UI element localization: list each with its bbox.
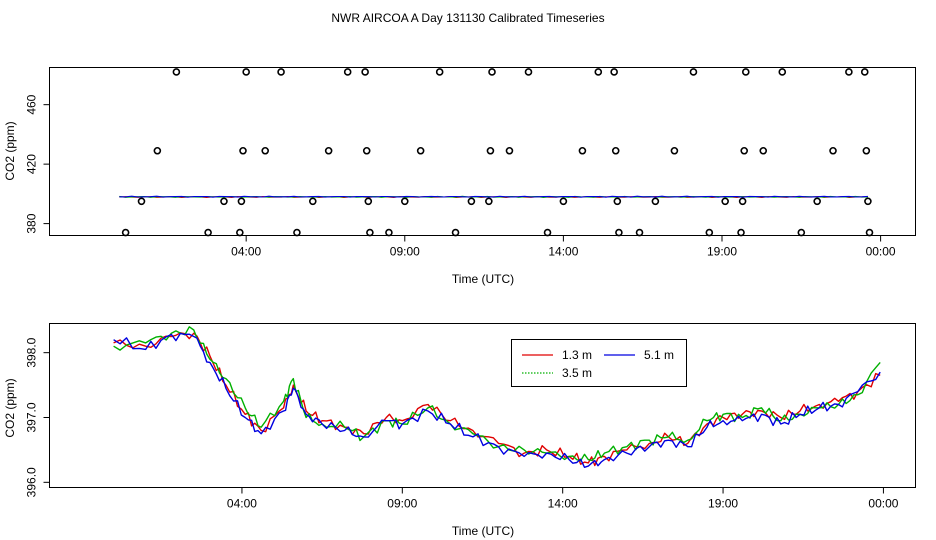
top-scatter-point-22 — [416, 146, 425, 155]
legend-label-1-3m: 1.3 m — [562, 348, 592, 362]
top-scatter-point-54 — [845, 68, 853, 76]
top-scatter-point-42 — [689, 68, 698, 76]
top-scatter-point-11 — [277, 68, 285, 76]
top-ytick-label-2: 460 — [25, 94, 39, 114]
top-scatter-point-35 — [610, 68, 618, 76]
bottom-xtick-label-3: 19:00 — [708, 497, 738, 511]
top-scatter-point-45 — [737, 228, 745, 237]
top-scatter-point-37 — [613, 197, 622, 206]
top-scatter-point-31 — [543, 228, 552, 237]
top-scatter-point-29 — [505, 146, 514, 155]
top-scatter-point-4 — [204, 228, 212, 237]
top-scatter-point-46 — [738, 197, 747, 206]
top-scatter-point-55 — [860, 68, 869, 76]
top-scatter-point-27 — [486, 146, 495, 155]
top-xtick-label-3: 19:00 — [707, 245, 737, 259]
top-panel: 04:00 09:00 14:00 19:00 00:00 380 420 460 Time … — [3, 67, 916, 286]
top-scatter-point-23 — [435, 68, 444, 76]
top-scatter-point-6 — [236, 228, 244, 237]
bottom-plot-frame — [49, 323, 916, 488]
top-scatter-point-19 — [366, 228, 374, 237]
top-scatter-point-20 — [385, 228, 393, 237]
top-scatter-point-2 — [153, 146, 162, 155]
bottom-series-line-13m — [113, 332, 881, 467]
top-scatter-point-0 — [121, 228, 130, 237]
top-scatter-point-16 — [361, 68, 369, 76]
top-scatter-point-36 — [611, 146, 620, 155]
top-scatter-point-51 — [797, 228, 806, 237]
bottom-ytick-label-1: 397.0 — [25, 402, 39, 432]
bottom-axis-ticks: 04:00 09:00 14:00 19:00 00:00 396.0 397.0 398.0 — [25, 337, 899, 510]
bottom-xtick-label-2: 14:00 — [548, 497, 578, 511]
top-scatter-point-5 — [220, 197, 228, 206]
top-scatter-point-30 — [524, 68, 533, 76]
top-scatter-point-47 — [740, 146, 749, 155]
top-scatter-point-9 — [242, 68, 250, 76]
top-scatter-point-14 — [324, 146, 333, 155]
bottom-series-lines — [113, 326, 881, 468]
top-scatter-point-12 — [293, 228, 301, 237]
top-scatter-point-44 — [721, 197, 729, 206]
top-scatter-point-52 — [813, 197, 821, 206]
top-scatter-point-15 — [343, 68, 352, 76]
top-xtick-label-1: 09:00 — [390, 245, 420, 259]
bottom-xtick-label-4: 00:00 — [868, 497, 898, 511]
top-scatter-point-39 — [635, 228, 644, 237]
top-xtick-label-2: 14:00 — [548, 245, 578, 259]
top-scatter-point-25 — [467, 197, 476, 206]
bottom-series-line-51m — [113, 332, 881, 468]
bottom-xtick-label-0: 04:00 — [227, 497, 257, 511]
bottom-y-axis-label: CO2 (ppm) — [3, 378, 17, 437]
bottom-xtick-label-1: 09:00 — [387, 497, 417, 511]
top-scatter-point-49 — [759, 146, 768, 155]
top-scatter-point-18 — [364, 197, 373, 206]
chart-title: NWR AIRCOA A Day 131130 Calibrated Times… — [331, 11, 604, 25]
bottom-ytick-label-2: 398.0 — [25, 337, 39, 367]
top-scatter-point-28 — [488, 68, 496, 76]
top-series-lines — [119, 195, 868, 199]
top-x-axis-label: Time (UTC) — [452, 272, 514, 286]
top-xtick-label-0: 04:00 — [231, 245, 261, 259]
bottom-x-axis-label: Time (UTC) — [452, 524, 514, 538]
top-scatter-point-13 — [308, 197, 317, 206]
top-scatter-point-8 — [239, 146, 247, 155]
top-scatter-point-43 — [705, 228, 714, 237]
top-scatter-point-7 — [237, 197, 246, 206]
top-scatter-point-24 — [451, 228, 460, 237]
top-scatter-point-58 — [865, 228, 874, 237]
top-scatter-point-57 — [864, 197, 872, 206]
top-scatter-point-3 — [172, 68, 181, 76]
top-scatter-point-41 — [670, 146, 679, 155]
top-scatter-point-17 — [362, 146, 371, 155]
top-series-line-51m — [119, 195, 868, 198]
top-scatter-point-40 — [651, 197, 660, 206]
legend-box — [511, 339, 687, 387]
bottom-ytick-label-0: 396.0 — [25, 467, 39, 497]
top-scatter-point-10 — [261, 146, 270, 155]
top-scatter-point-1 — [137, 197, 146, 206]
top-scatter-point-33 — [578, 146, 587, 155]
top-scatter-point-50 — [778, 68, 787, 76]
top-scatter-point-48 — [741, 68, 750, 76]
top-scatter-point-53 — [829, 146, 837, 155]
top-axis-ticks: 04:00 09:00 14:00 19:00 00:00 380 420 460 — [25, 94, 896, 258]
top-scatter-point-38 — [615, 228, 623, 237]
legend-label-5-1m: 5.1 m — [644, 348, 674, 362]
legend: 1.3 m 3.5 m 5.1 m — [511, 339, 687, 387]
top-scatter-point-26 — [485, 197, 493, 206]
top-xtick-label-4: 00:00 — [866, 245, 896, 259]
top-scatter-point-32 — [559, 197, 568, 206]
top-scatter-point-56 — [862, 146, 871, 155]
top-y-axis-label: CO2 (ppm) — [3, 121, 17, 180]
top-ytick-label-0: 380 — [25, 213, 39, 233]
top-scatter-points — [121, 68, 874, 237]
top-scatter-point-21 — [400, 197, 409, 206]
bottom-panel: 04:00 09:00 14:00 19:00 00:00 396.0 397.0 398.0… — [3, 323, 916, 538]
top-scatter-point-34 — [594, 68, 603, 76]
top-ytick-label-1: 420 — [25, 154, 39, 174]
legend-label-3-5m: 3.5 m — [562, 366, 592, 380]
top-plot-frame — [49, 67, 916, 236]
